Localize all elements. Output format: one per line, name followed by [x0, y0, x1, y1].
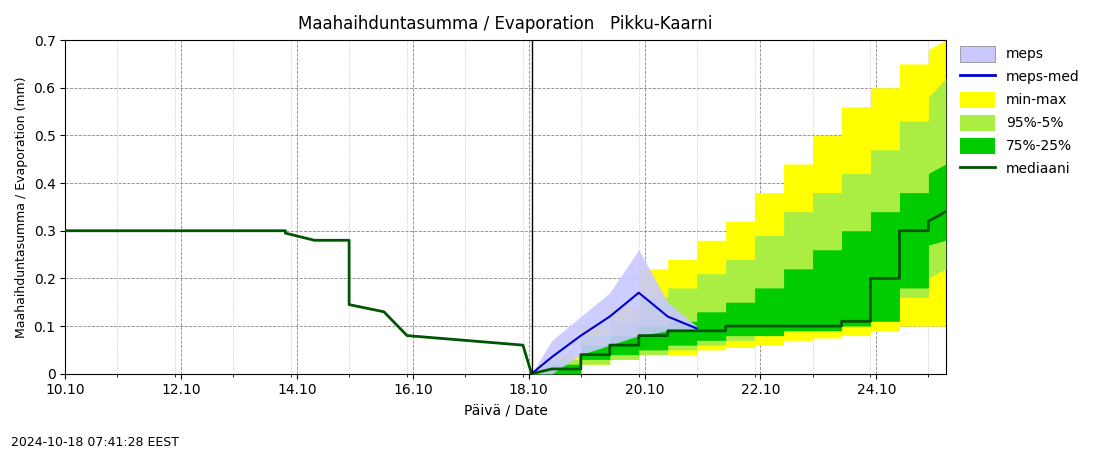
Y-axis label: Maahaihduntasumma / Evaporation (mm): Maahaihduntasumma / Evaporation (mm)	[15, 76, 28, 338]
Text: 2024-10-18 07:41:28 EEST: 2024-10-18 07:41:28 EEST	[11, 436, 179, 449]
X-axis label: Päivä / Date: Päivä / Date	[463, 403, 548, 417]
Title: Maahaihduntasumma / Evaporation   Pikku-Kaarni: Maahaihduntasumma / Evaporation Pikku-Ka…	[298, 15, 713, 33]
Legend: meps, meps-med, min-max, 95%-5%, 75%-25%, mediaani: meps, meps-med, min-max, 95%-5%, 75%-25%…	[955, 40, 1086, 182]
